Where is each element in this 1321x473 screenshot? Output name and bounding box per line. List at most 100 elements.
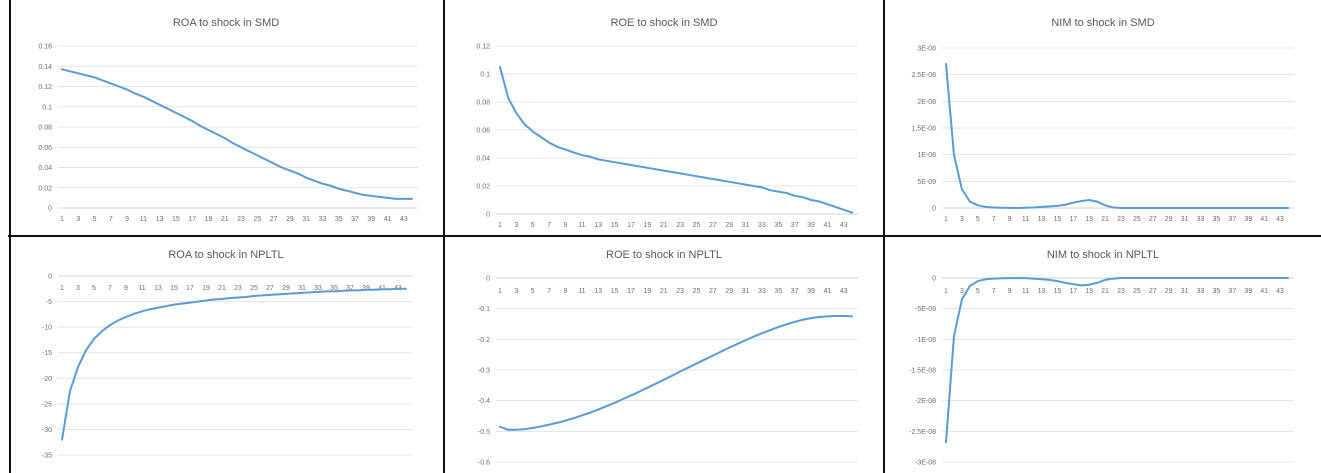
nim-npltl-series-line xyxy=(945,277,1289,444)
nim-npltl-x-tick-label: 39 xyxy=(1244,288,1252,295)
roa-smd-y-tick-label: 0.1 xyxy=(42,104,52,111)
roe-npltl-x-tick-label: 13 xyxy=(594,288,602,295)
roe-smd-title: ROE to shock in SMD xyxy=(611,17,718,29)
roa-smd-x-tick-label: 43 xyxy=(400,216,408,223)
roe-smd-x-tick-label: 11 xyxy=(578,222,585,229)
roe-npltl-x-tick-label: 9 xyxy=(564,288,568,295)
roe-npltl-x-tick-label: 33 xyxy=(758,288,766,295)
roe-npltl-x-tick-label: 43 xyxy=(840,288,848,295)
chart-nim-npltl-svg: NIM to shock in NPLTL 0 -5E-09 -1E-08 -1.5E-… xyxy=(909,249,1294,467)
chart-roa-smd: ROA to shock in SMD 0 0.02 0.04 0.06 0.08 0.1 0… xyxy=(12,8,440,232)
roa-smd-x-tick-label: 33 xyxy=(319,216,327,223)
roa-npltl-x-tick-label: 37 xyxy=(346,285,354,292)
nim-smd-x-tick-label: 23 xyxy=(1117,216,1125,223)
roa-smd-y-tick-label: 0.08 xyxy=(38,125,52,132)
roe-smd-x-tick-label: 7 xyxy=(547,222,551,229)
roe-npltl-x-tick-label: 1 xyxy=(498,288,502,295)
roa-smd-x-tick-label: 15 xyxy=(172,216,180,223)
roa-smd-y-tick-label: 0.14 xyxy=(38,64,52,71)
nim-npltl-x-tick-label: 27 xyxy=(1149,288,1157,295)
nim-npltl-x-tick-label: 29 xyxy=(1165,288,1173,295)
roe-npltl-y-tick-label: -0.2 xyxy=(478,337,490,344)
roe-smd-x-tick-label: 15 xyxy=(611,222,619,229)
roe-smd-x-tick-label: 31 xyxy=(742,222,750,229)
nim-npltl-x-tick-label: 25 xyxy=(1133,288,1141,295)
chart-roa-npltl-svg: ROA to shock in NPLTL 0 -5 -10 -15 -20 -25 -30 -… xyxy=(42,249,412,460)
nim-smd-x-tick-label: 9 xyxy=(1008,216,1012,223)
chart-nim-smd-svg: NIM to shock in SMD 0 5E-09 1E-08 1.5E-08 2E-… xyxy=(911,17,1294,223)
roa-smd-x-tick-label: 25 xyxy=(253,216,261,223)
roa-npltl-x-tick-label: 11 xyxy=(138,285,145,292)
nim-smd-x-tick-label: 37 xyxy=(1228,216,1236,223)
roa-smd-x-tick-label: 39 xyxy=(367,216,375,223)
roe-smd-series-line xyxy=(499,66,853,214)
nim-smd-x-tick-label: 33 xyxy=(1197,216,1205,223)
roa-npltl-x-tick-label: 1 xyxy=(60,285,64,292)
roe-npltl-y-tick-label: -0.6 xyxy=(478,460,490,467)
roa-npltl-y-tick-label: -30 xyxy=(42,427,52,434)
nim-npltl-y-tick-label: -3E-08 xyxy=(915,460,936,467)
nim-smd-y-tick-label: 1.5E-08 xyxy=(911,126,936,133)
roa-smd-x-tick-label: 29 xyxy=(286,216,294,223)
roa-npltl-y-tick-label: -35 xyxy=(42,453,52,460)
roe-npltl-x-tick-label: 29 xyxy=(725,288,733,295)
roe-smd-x-tick-label: 23 xyxy=(676,222,684,229)
chart-roe-npltl: ROE to shock in NPLTL 0 -0.1 -0.2 -0.3 -0.4 -0… xyxy=(448,240,880,470)
roe-npltl-x-tick-label: 7 xyxy=(547,288,551,295)
roa-npltl-x-tick-label: 31 xyxy=(298,285,306,292)
nim-smd-x-tick-label: 3 xyxy=(960,216,964,223)
roe-smd-x-tick-label: 19 xyxy=(643,222,651,229)
chart-roe-smd: ROE to shock in SMD 0 0.02 0.04 0.06 0.08 0.1 0… xyxy=(448,8,880,232)
roe-npltl-x-tick-label: 35 xyxy=(774,288,782,295)
roe-npltl-y-tick-label: 0 xyxy=(486,276,490,283)
nim-smd-x-tick-label: 15 xyxy=(1053,216,1061,223)
nim-npltl-y-tick-label: -2.5E-08 xyxy=(909,429,936,436)
roe-npltl-x-tick-label: 11 xyxy=(578,288,585,295)
roe-smd-y-tick-label: 0.08 xyxy=(476,100,490,107)
nim-smd-y-tick-label: 3E-08 xyxy=(917,46,936,53)
nim-smd-x-tick-label: 25 xyxy=(1133,216,1141,223)
roe-npltl-x-tick-label: 27 xyxy=(709,288,717,295)
nim-npltl-x-tick-label: 1 xyxy=(944,288,948,295)
nim-npltl-y-tick-label: -2E-08 xyxy=(915,398,936,405)
chart-nim-smd: NIM to shock in SMD 0 5E-09 1E-08 1.5E-08 2E-… xyxy=(888,8,1318,232)
roa-npltl-y-tick-label: -20 xyxy=(42,376,52,383)
nim-npltl-x-tick-label: 37 xyxy=(1228,288,1236,295)
roe-npltl-y-tick-label: -0.1 xyxy=(478,306,490,313)
nim-smd-x-tick-label: 43 xyxy=(1276,216,1284,223)
nim-npltl-x-tick-label: 31 xyxy=(1181,288,1189,295)
nim-npltl-y-tick-label: -1E-08 xyxy=(915,337,936,344)
nim-npltl-x-tick-label: 33 xyxy=(1197,288,1205,295)
roa-smd-title: ROA to shock in SMD xyxy=(173,17,279,29)
nim-npltl-y-tick-label: -1.5E-08 xyxy=(909,368,936,375)
nim-npltl-x-tick-label: 11 xyxy=(1022,288,1029,295)
roe-npltl-x-tick-label: 39 xyxy=(807,288,815,295)
roa-smd-series-line xyxy=(61,68,413,200)
roe-npltl-x-tick-label: 37 xyxy=(791,288,799,295)
roa-npltl-x-tick-label: 19 xyxy=(202,285,210,292)
nim-smd-x-tick-label: 1 xyxy=(944,216,948,223)
roe-smd-x-tick-label: 27 xyxy=(709,222,717,229)
nim-smd-x-tick-label: 39 xyxy=(1244,216,1252,223)
roe-npltl-x-tick-label: 15 xyxy=(611,288,619,295)
roa-npltl-x-tick-label: 9 xyxy=(124,285,128,292)
nim-smd-title: NIM to shock in SMD xyxy=(1051,17,1154,29)
nim-npltl-x-tick-label: 17 xyxy=(1069,288,1077,295)
roa-npltl-x-tick-label: 17 xyxy=(186,285,194,292)
roa-npltl-x-tick-label: 29 xyxy=(282,285,290,292)
roe-npltl-x-tick-label: 17 xyxy=(627,288,635,295)
nim-smd-y-tick-label: 2E-08 xyxy=(917,99,936,106)
roa-smd-x-tick-label: 37 xyxy=(351,216,359,223)
roe-npltl-y-tick-label: -0.4 xyxy=(478,398,490,405)
roe-npltl-y-tick-label: -0.5 xyxy=(478,429,490,436)
roa-npltl-x-tick-label: 15 xyxy=(170,285,178,292)
roe-smd-x-tick-label: 39 xyxy=(807,222,815,229)
nim-npltl-y-tick-label: -5E-09 xyxy=(915,306,936,313)
chart-roe-npltl-svg: ROE to shock in NPLTL 0 -0.1 -0.2 -0.3 -0.4 -0… xyxy=(478,249,858,467)
nim-npltl-x-tick-label: 19 xyxy=(1085,288,1093,295)
roa-smd-x-tick-label: 7 xyxy=(109,216,113,223)
roa-npltl-x-tick-label: 5 xyxy=(92,285,96,292)
roe-smd-x-tick-label: 25 xyxy=(693,222,701,229)
roe-npltl-x-tick-label: 3 xyxy=(514,288,518,295)
